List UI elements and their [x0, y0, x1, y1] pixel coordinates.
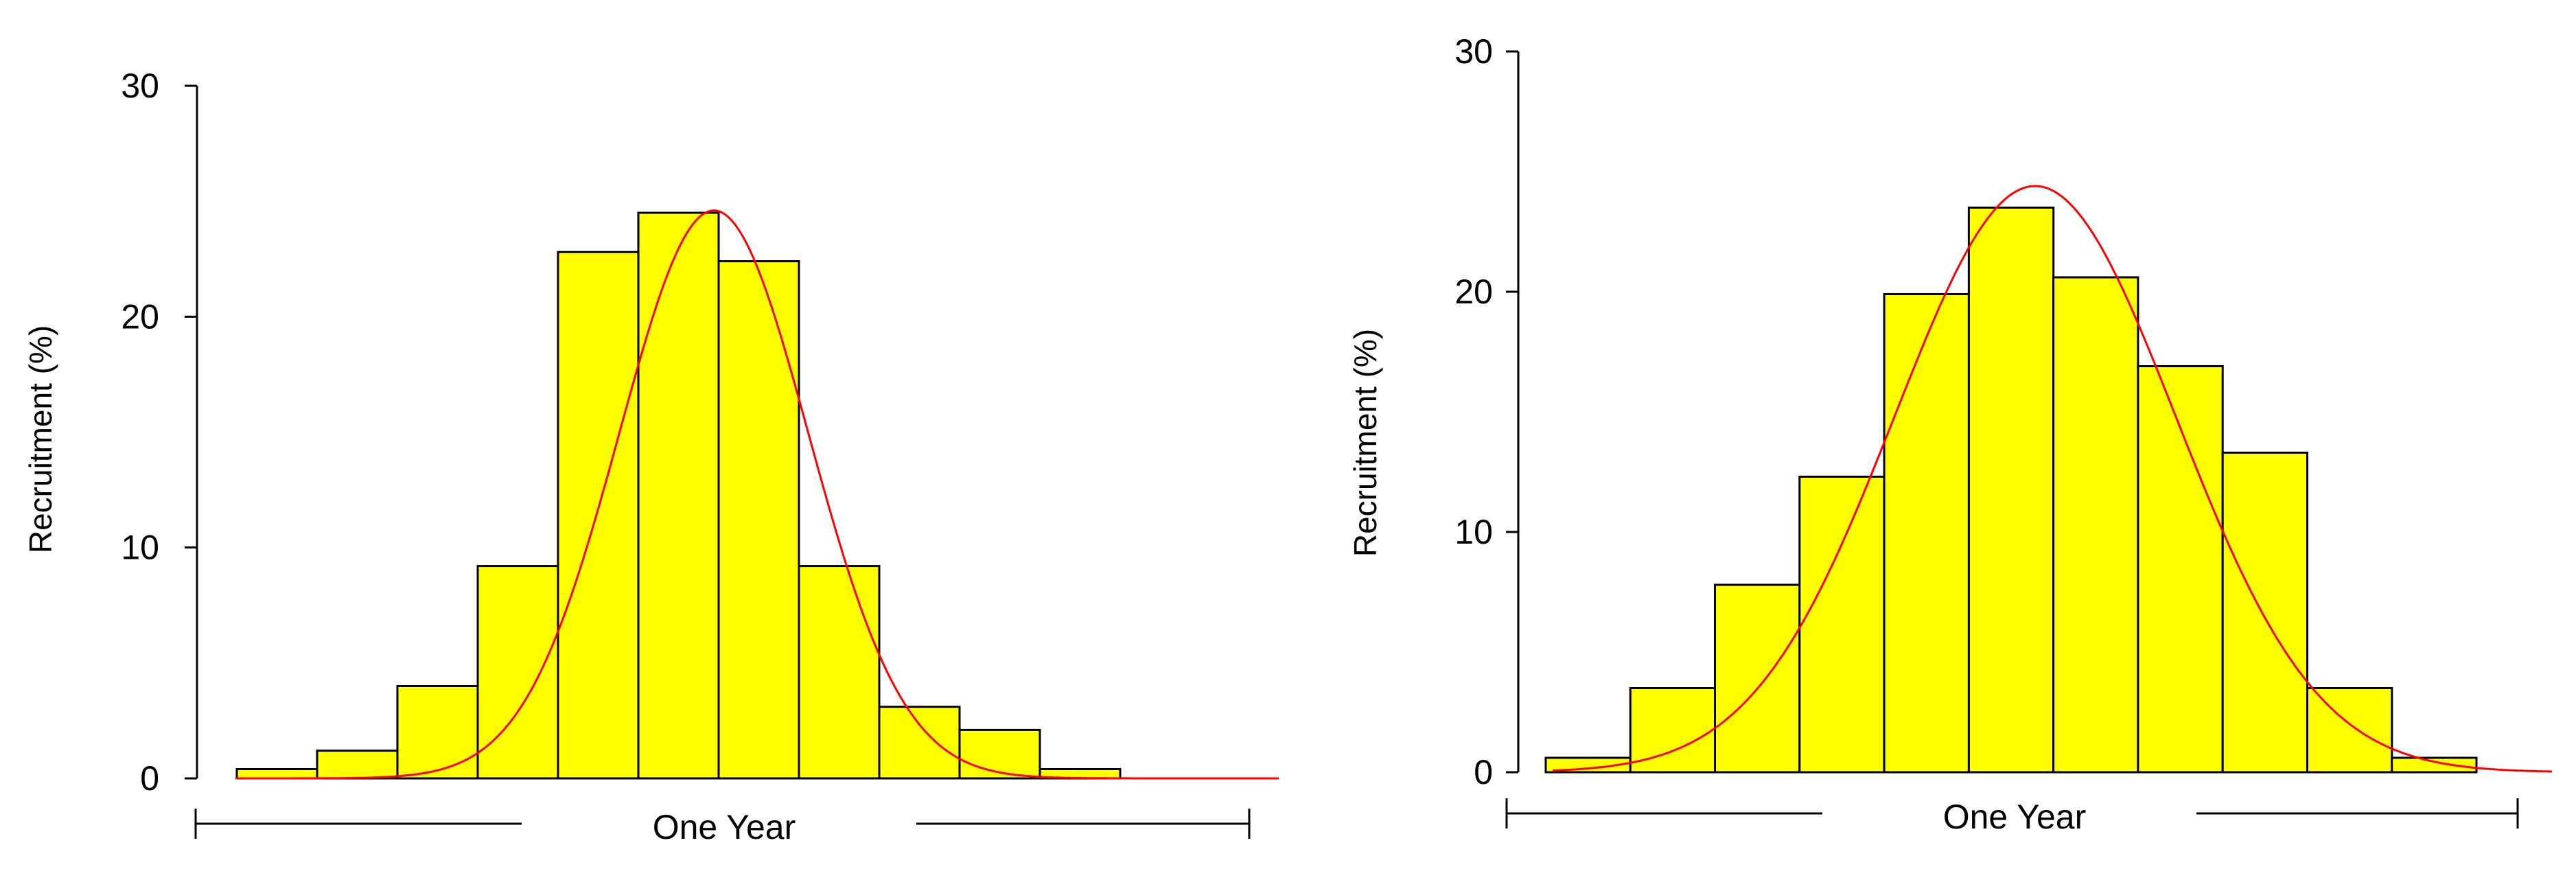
y-tick-label: 10: [1454, 513, 1493, 551]
y-tick-label: 20: [1454, 273, 1493, 311]
histogram-bar: [798, 565, 881, 780]
x-axis-label: One Year: [653, 808, 796, 846]
histogram-bar: [878, 706, 961, 780]
histogram-bar: [2052, 276, 2139, 774]
chart-2: 0 10 20 30 Recruitment (%) One Year: [1347, 32, 2553, 836]
histogram-bar: [717, 260, 800, 780]
fit-curve: [235, 209, 1279, 780]
histogram-bar: [2391, 756, 2478, 774]
fit-curve: [1552, 185, 2553, 773]
histogram-bar: [1629, 687, 1717, 774]
chart-1: 0 10 20 30 Recruitment (%) One Year: [23, 67, 1279, 846]
histogram-bar: [235, 768, 318, 780]
y-tick-label: 0: [1474, 753, 1493, 791]
histogram-bar: [1883, 293, 1970, 774]
histogram-bar: [557, 251, 640, 780]
histogram-bar: [396, 685, 479, 780]
y-axis-label: Recruitment (%): [1347, 329, 1383, 557]
histogram-bar: [1714, 583, 1801, 774]
y-axis-label: Recruitment (%): [23, 325, 58, 553]
histogram-bar: [476, 565, 559, 780]
y-tick-label: 20: [121, 297, 159, 336]
y-tick-label: 30: [121, 67, 159, 105]
histogram-bar: [958, 728, 1041, 780]
histogram-bar: [2306, 687, 2393, 774]
histogram-bar: [2137, 365, 2224, 774]
histogram-bar: [1967, 207, 2055, 774]
y-tick-label: 0: [140, 759, 159, 798]
histogram-bar: [1798, 476, 1885, 774]
y-tick-label: 10: [121, 529, 159, 567]
histogram-bar: [316, 750, 399, 780]
x-axis-label: One Year: [1943, 798, 2087, 836]
y-tick-label: 30: [1454, 32, 1493, 71]
histogram-bar: [637, 211, 720, 780]
histogram-bar: [2221, 452, 2308, 774]
